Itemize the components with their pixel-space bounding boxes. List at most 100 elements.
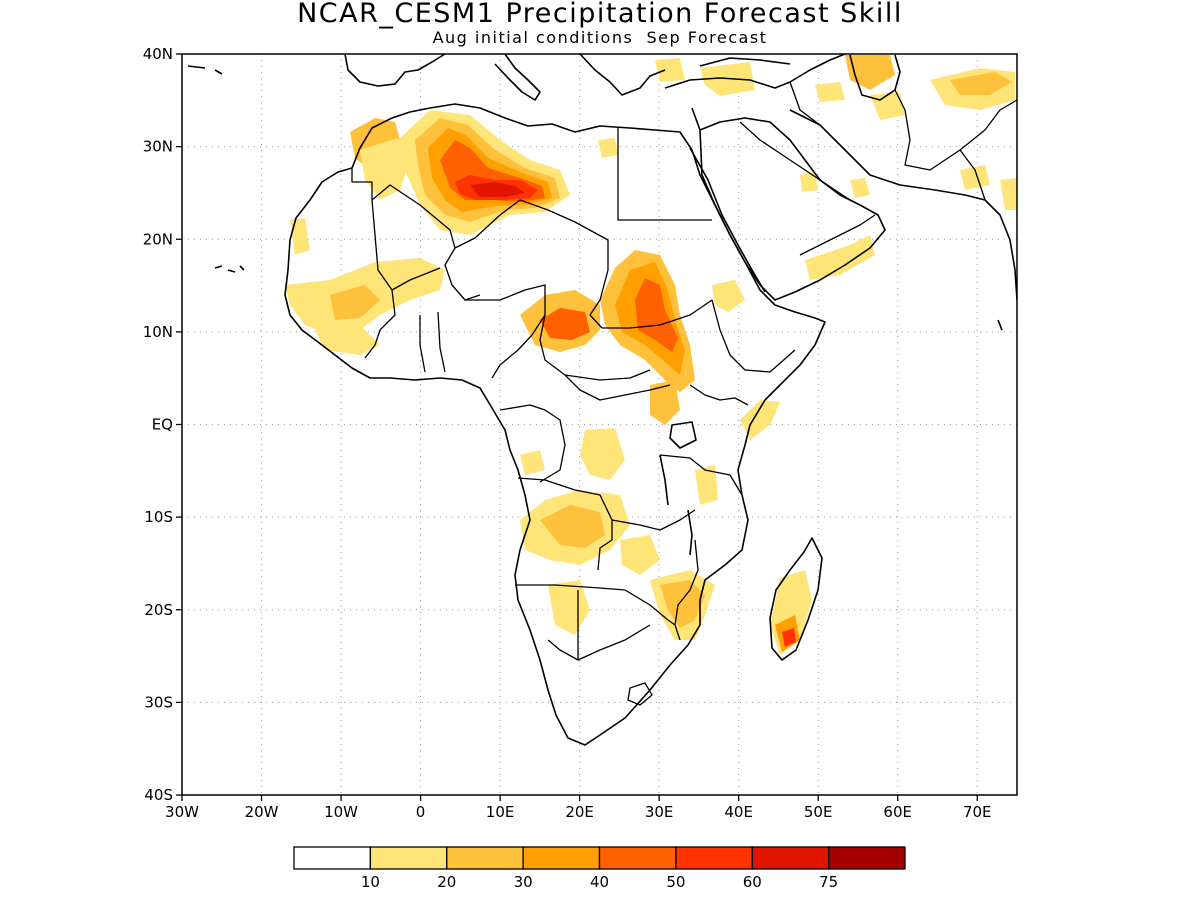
india-coastline (984, 199, 1017, 301)
graticule-grid (182, 54, 1017, 795)
madagascar-coastline (769, 537, 823, 661)
skill-region-mozambique-inner (660, 580, 705, 628)
skill-region-afghanistan-inner (950, 72, 1012, 95)
skill-region-libya-coast (598, 138, 618, 158)
skill-region-med-coast (655, 58, 685, 82)
lon-tick-label: 10E (486, 803, 515, 821)
skill-region-east-africa (650, 380, 680, 425)
colorbar-swatch (675, 846, 753, 870)
levant-coastline (691, 107, 701, 131)
lat-tick-label: 30S (144, 693, 173, 711)
turkey-coastline (664, 54, 846, 89)
longitude-axis: 30W 20W 10W 0 10E 20E 30E 40E 50E 60E 70E (165, 795, 992, 821)
skill-region-sahel-west-3 (330, 285, 380, 320)
africa-coastline (284, 103, 826, 746)
lat-tick-label: 30N (143, 138, 173, 156)
canary-islands (214, 265, 245, 273)
lat-tick-label: 40N (143, 45, 173, 63)
border-zimbabwe (624, 589, 676, 626)
colorbar-label: 40 (590, 873, 609, 891)
colorbar-label: 75 (819, 873, 838, 891)
coastlines (187, 54, 1017, 746)
border-sudan-chad (589, 240, 609, 329)
border-zambia (611, 509, 696, 531)
lake-malawi (687, 509, 693, 556)
border-tanzania (659, 454, 743, 496)
lat-tick-label: 10N (143, 323, 173, 341)
lon-tick-label: 20E (565, 803, 594, 821)
border-libya-egypt (617, 128, 712, 221)
italy-coastline (494, 54, 541, 101)
lon-tick-label: 60E (883, 803, 912, 821)
border-yemen (799, 214, 876, 256)
colorbar: 10 20 30 40 50 60 75 (293, 846, 906, 891)
map-frame (181, 53, 1018, 796)
skill-region-congo-2 (520, 450, 545, 475)
iran-coastline (789, 109, 986, 201)
colorbar-label: 60 (743, 873, 762, 891)
skill-region-arabia (800, 172, 818, 192)
lon-tick-label: 50E (804, 803, 833, 821)
skill-region-yemen (805, 235, 875, 280)
skill-region-madagascar-peak (782, 628, 796, 647)
lake-tanganyika (659, 454, 669, 506)
map-title: NCAR_CESM1 Precipitation Forecast Skill (297, 0, 903, 29)
skill-region-iran (815, 82, 845, 102)
border-lesotho (627, 682, 653, 706)
arabia-coastline (699, 117, 886, 301)
skill-region-ethiopia (712, 280, 745, 312)
border-south-africa (547, 639, 579, 661)
lon-tick-label: 70E (963, 803, 992, 821)
skill-region-kenya-coast (740, 400, 780, 440)
colorbar-label: 30 (514, 873, 533, 891)
cape-verde (187, 65, 223, 75)
colorbar-swatch (751, 846, 830, 870)
skill-region-guinea (315, 325, 380, 355)
border-algeria-niger (454, 199, 609, 249)
skill-shading (285, 55, 1017, 655)
colorbar-swatch (446, 846, 524, 870)
border-angola-namibia (515, 584, 626, 591)
skill-region-india (1000, 178, 1017, 210)
red-sea-coastline (689, 147, 766, 293)
border-mozambique (674, 539, 699, 641)
border-congo (499, 404, 566, 483)
lon-tick-label: 30E (645, 803, 674, 821)
border-south-sudan (602, 299, 713, 329)
border-iran-afghan (894, 89, 1017, 171)
lat-tick-label: 40S (144, 786, 173, 804)
skill-region-zambia (620, 535, 660, 575)
colorbar-swatch (293, 846, 372, 870)
lon-tick-label: 10W (324, 803, 358, 821)
border-ghana (419, 311, 446, 373)
lon-tick-label: 0 (416, 803, 426, 821)
border-iraq-iran (789, 81, 821, 126)
colorbar-label: 50 (666, 873, 685, 891)
colorbar-label: 20 (437, 873, 456, 891)
lat-tick-label: 20N (143, 230, 173, 248)
border-pakistan-india (959, 149, 986, 201)
skill-region-angola-inner (540, 505, 605, 548)
border-nigeria (451, 284, 546, 379)
map-subtitle: Aug initial conditions Sep Forecast (432, 28, 768, 47)
skill-region-chad-inner (540, 308, 590, 340)
border-car-drc (564, 374, 671, 401)
skill-region-sudan-40 (635, 278, 678, 352)
caspian-coastline (849, 54, 901, 101)
colorbar-label: 10 (361, 873, 380, 891)
lon-tick-label: 20W (245, 803, 279, 821)
skill-region-congo (580, 428, 625, 480)
lon-tick-label: 40E (724, 803, 753, 821)
black-sea-coastline (699, 57, 791, 67)
latitude-axis: 40N 30N 20N 10N EQ 10S 20S 30S 40S (143, 45, 182, 804)
skill-region-oman (850, 178, 870, 198)
lon-tick-label: 30W (165, 803, 199, 821)
border-drc-angola (517, 477, 613, 571)
lat-tick-label: 20S (144, 601, 173, 619)
colorbar-swatch (522, 846, 601, 870)
country-borders (351, 81, 1017, 706)
border-kenya (689, 384, 749, 406)
border-ethiopia (711, 299, 796, 373)
sri-lanka (997, 319, 1003, 331)
